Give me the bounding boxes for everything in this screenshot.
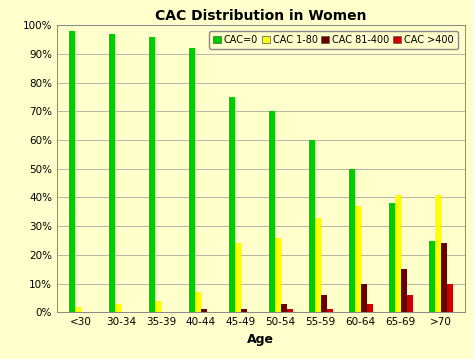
Bar [401, 269, 407, 312]
Bar [281, 304, 287, 312]
Bar [235, 243, 241, 312]
Bar [320, 295, 327, 312]
Bar [201, 309, 207, 312]
Bar [435, 195, 440, 312]
Bar [355, 206, 361, 312]
Bar [149, 37, 155, 312]
Bar [69, 31, 75, 312]
Bar [195, 292, 201, 312]
Bar [394, 195, 401, 312]
Bar [109, 34, 115, 312]
Bar [309, 140, 315, 312]
Bar [428, 241, 435, 312]
Bar [229, 97, 235, 312]
X-axis label: Age: Age [247, 333, 274, 346]
Bar [447, 284, 453, 312]
Legend: CAC=0, CAC 1-80, CAC 81-400, CAC >400: CAC=0, CAC 1-80, CAC 81-400, CAC >400 [209, 31, 457, 49]
Bar [269, 111, 275, 312]
Bar [361, 284, 366, 312]
Bar [241, 309, 246, 312]
Bar [315, 218, 320, 312]
Bar [348, 169, 355, 312]
Bar [275, 238, 281, 312]
Bar [189, 48, 195, 312]
Bar [366, 304, 373, 312]
Bar [389, 203, 394, 312]
Title: CAC Distribution in Women: CAC Distribution in Women [155, 9, 366, 23]
Bar [440, 243, 447, 312]
Bar [155, 301, 161, 312]
Bar [287, 309, 292, 312]
Bar [75, 307, 81, 312]
Bar [327, 309, 333, 312]
Bar [115, 304, 121, 312]
Bar [407, 295, 412, 312]
